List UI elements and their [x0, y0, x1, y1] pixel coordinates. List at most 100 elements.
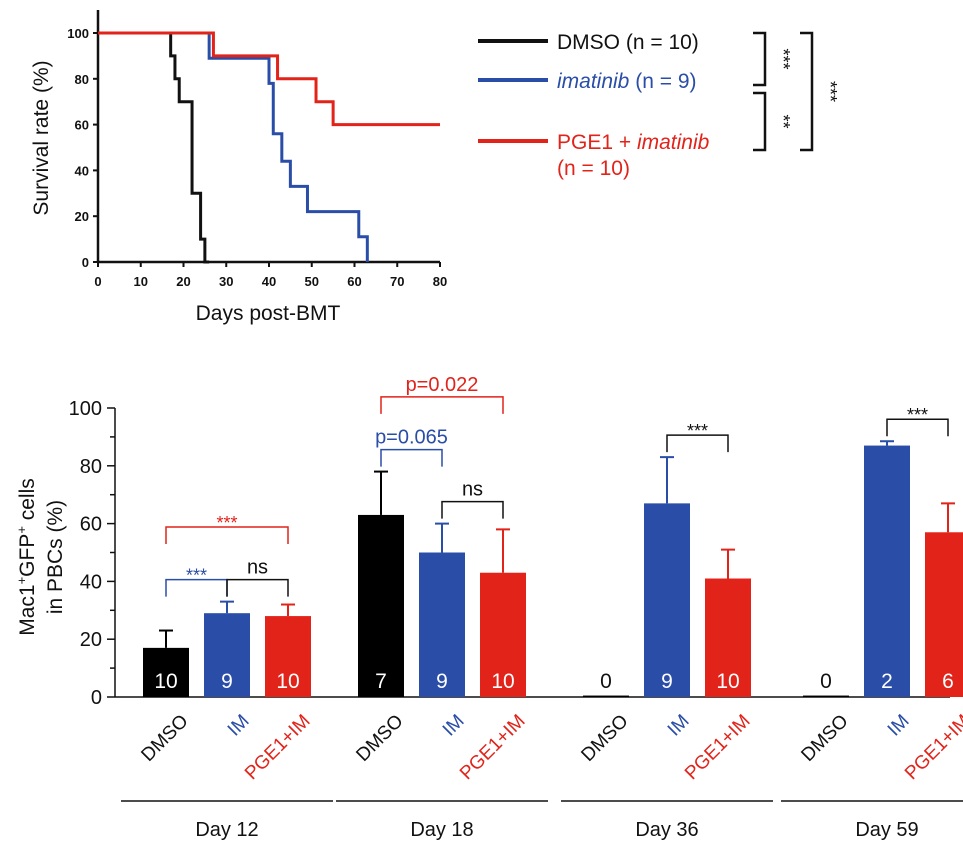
- survival-x-tick-label: 60: [347, 274, 361, 289]
- significance-bracket: [380, 396, 504, 414]
- group-label: Day 18: [410, 819, 473, 841]
- sig-bracket-imatinib-pge1-label: **: [773, 114, 793, 128]
- legend-label-1: DMSO (n = 10): [557, 31, 699, 54]
- bar-category-label: DMSO: [352, 711, 407, 766]
- bar-day-18-im: [419, 552, 465, 697]
- bar-day-18-dmso: [358, 514, 404, 697]
- bar-category-label: IM: [439, 711, 469, 741]
- significance-bracket: [886, 418, 949, 437]
- survival-axes: 0 10 20 30 40 50 60 70 80 0 20 40 60 80 100: [67, 10, 447, 289]
- bar-category-label: DMSO: [797, 711, 852, 766]
- bar-category-label: IM: [224, 711, 254, 741]
- bar-n-label: 9: [661, 670, 673, 693]
- survival-curves: [98, 31, 440, 264]
- survival-x-tick-label: 40: [262, 274, 276, 289]
- survival-y-tick-label: 0: [82, 255, 89, 270]
- bar-y-tick-label: 100: [69, 398, 102, 420]
- survival-x-tick-label: 80: [433, 274, 447, 289]
- survival-chart: 0 10 20 30 40 50 60 70 80 0 20 40 60 80 100 Days post-…: [30, 10, 840, 325]
- significance-label: p=0.065: [375, 427, 448, 449]
- survival-curve-2: [98, 31, 369, 262]
- bar-day-18-pge1+im: [480, 572, 526, 697]
- bar-n-label: 0: [600, 670, 612, 693]
- bar-y-tick-label: 20: [80, 629, 102, 651]
- bar-y-tick-label: 0: [91, 687, 102, 709]
- bar-category-label: DMSO: [577, 711, 632, 766]
- bar-n-label: 9: [436, 670, 448, 693]
- bar-day-59-im: [864, 445, 910, 697]
- significance-bracket: [380, 448, 443, 467]
- survival-curve-1: [98, 31, 210, 264]
- survival-x-tick-label: 20: [176, 274, 190, 289]
- significance-label: ***: [216, 513, 237, 533]
- significance-label: p=0.022: [406, 374, 479, 396]
- bar-n-label: 0: [820, 670, 832, 693]
- survival-x-tick-label: 50: [305, 274, 319, 289]
- significance-label: ns: [247, 557, 268, 579]
- bar-day-36-im: [644, 503, 690, 697]
- significance-label: ***: [687, 421, 708, 441]
- group-label: Day 12: [195, 819, 258, 841]
- bar-n-label: 7: [375, 670, 387, 693]
- bar-day-12-dmso: [143, 647, 189, 697]
- legend-label-part: imatinib: [557, 70, 630, 93]
- bar-day-36-dmso: [583, 695, 629, 697]
- survival-y-tick-label: 60: [75, 118, 89, 133]
- legend-label-part: DMSO (n = 10): [557, 31, 699, 54]
- legend-label-2: imatinib (n = 9): [557, 70, 697, 93]
- significance-bracket: [666, 434, 729, 453]
- bar-y-axis-label: Mac1+GFP+ cells: [14, 478, 39, 636]
- significance-label: ns: [462, 479, 483, 501]
- significance-bracket: [226, 578, 289, 597]
- sig-bracket-dmso-imatinib: [753, 31, 767, 87]
- group-label: Day 36: [635, 819, 698, 841]
- bar-n-label: 2: [881, 670, 893, 693]
- bar-y-tick-label: 40: [80, 571, 102, 593]
- survival-y-tick-label: 40: [75, 163, 89, 178]
- bar-n-label: 10: [154, 670, 177, 693]
- survival-legend: DMSO (n = 10) imatinib (n = 9) PGE1 + imat…: [478, 31, 710, 180]
- survival-y-tick-label: 80: [75, 72, 89, 87]
- significance-bracket: [165, 526, 289, 544]
- legend-label-part: PGE1 +: [557, 131, 637, 154]
- bar-category-label: PGE1+IM: [456, 711, 529, 784]
- significance-bracket: [441, 500, 504, 519]
- sig-bracket-dmso-pge1-label: ***: [820, 81, 840, 102]
- legend-label-line2: (n = 10): [557, 157, 630, 180]
- significance-label: ***: [907, 405, 928, 425]
- sig-bracket-imatinib-pge1: [753, 91, 767, 152]
- survival-x-tick-label: 70: [390, 274, 404, 289]
- survival-x-axis-label: Days post-BMT: [196, 302, 341, 325]
- bar-day-12-pge1+im: [265, 616, 311, 697]
- survival-significance-brackets: ********: [753, 31, 840, 152]
- bar-day-12-im: [204, 613, 250, 697]
- group-label: Day 59: [855, 819, 918, 841]
- bar-n-label: 10: [716, 670, 739, 693]
- survival-y-axis-label: Survival rate (%): [30, 60, 53, 215]
- bar-day-59-pge1+im: [925, 532, 963, 697]
- legend-label-part: imatinib: [637, 131, 710, 154]
- bar-n-label: 10: [491, 670, 514, 693]
- sig-bracket-dmso-pge1: [800, 31, 814, 152]
- survival-curve-3: [98, 31, 440, 127]
- bar-y-tick-label: 80: [80, 456, 102, 478]
- legend-label-part: (n = 9): [629, 70, 696, 93]
- bar-n-label: 9: [221, 670, 233, 693]
- bar-category-label: DMSO: [137, 711, 192, 766]
- survival-y-tick-label: 100: [67, 26, 89, 41]
- bar-day-36-pge1+im: [705, 578, 751, 697]
- bar-marks: 10 DMSO 9 IM 10 PGE1+IM Day 12 *** ns *** 7 DMSO 9 IM…: [121, 374, 963, 841]
- bar-category-label: PGE1+IM: [681, 711, 754, 784]
- bar-category-label: PGE1+IM: [901, 711, 963, 784]
- bar-n-label: 6: [942, 670, 954, 693]
- significance-label: ***: [186, 566, 207, 586]
- survival-x-tick-label: 0: [94, 274, 101, 289]
- bar-n-label: 10: [276, 670, 299, 693]
- sig-bracket-dmso-imatinib-label: ***: [773, 48, 793, 69]
- bar-y-tick-label: 60: [80, 514, 102, 536]
- bar-category-label: IM: [664, 711, 694, 741]
- bar-day-59-dmso: [803, 695, 849, 697]
- survival-x-tick-label: 10: [134, 274, 148, 289]
